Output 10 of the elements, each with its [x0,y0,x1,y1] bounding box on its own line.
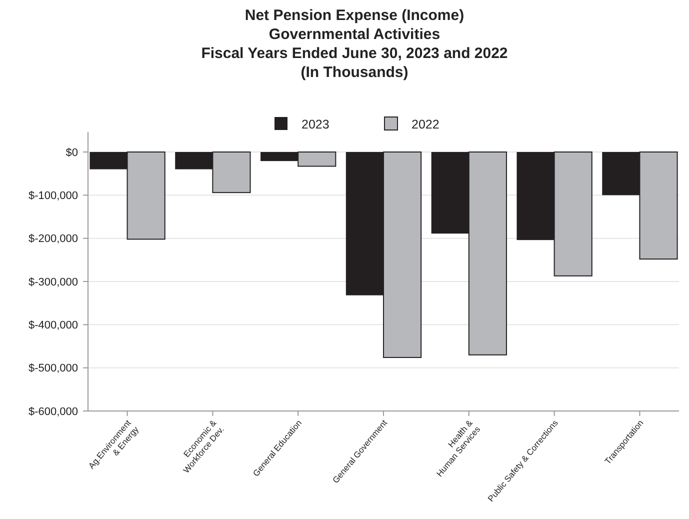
legend-label: 2023 [302,117,330,132]
y-tick-label: $-200,000 [28,233,78,246]
chart-title: Net Pension Expense (Income) Governmental Activities Fiscal Years Ended June 30, 2023 and 2022 (In Thousands) [201,7,508,81]
y-tick-label: $0 [66,146,78,159]
y-tick-label: $-600,000 [28,406,78,418]
y-tick-label: $-400,000 [28,320,78,332]
legend-label: 2022 [412,117,440,132]
y-tick-label: $-500,000 [28,362,78,375]
y-tick-label: $-100,000 [28,190,78,202]
y-tick-label: $-300,000 [28,276,78,288]
